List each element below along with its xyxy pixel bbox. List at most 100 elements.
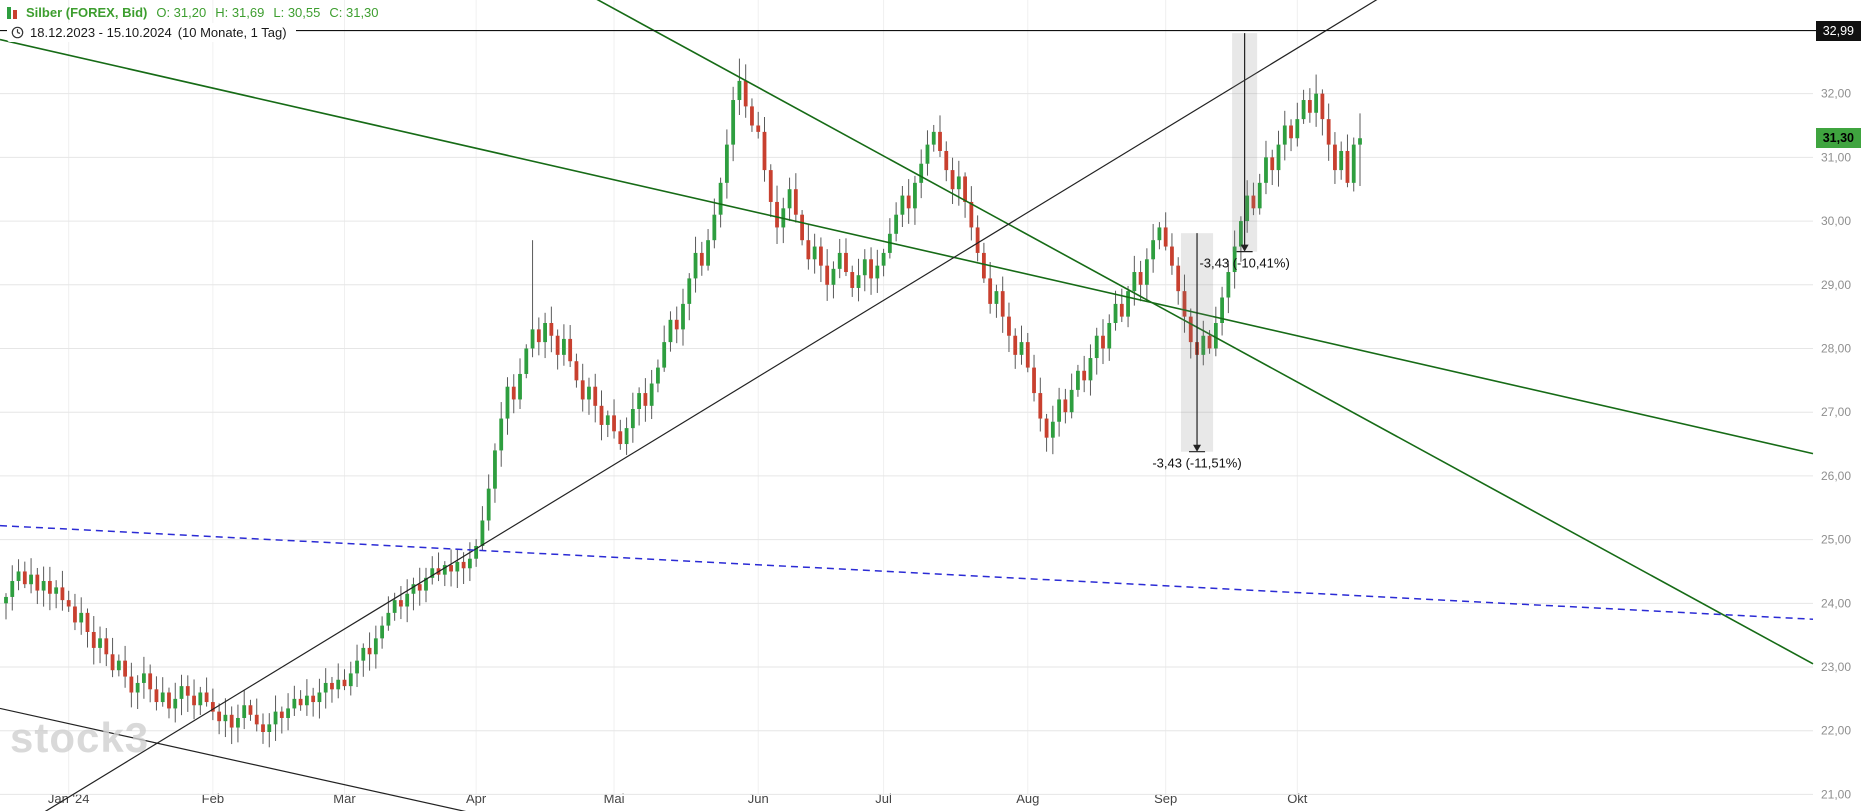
candle-body [762, 131, 767, 171]
x-axis-label: Mär [333, 791, 356, 806]
candle-body [179, 686, 184, 699]
candle-body [950, 170, 955, 190]
candle-body [850, 272, 855, 288]
candle-body [204, 692, 209, 703]
candle-body [1182, 291, 1187, 317]
candle-body [1289, 125, 1293, 139]
candle-body [1213, 322, 1218, 349]
candle-body [624, 428, 629, 445]
candle-body [267, 724, 272, 733]
candle-body [975, 227, 980, 253]
candle-body [10, 581, 15, 597]
candle-body [724, 144, 729, 183]
candle-body [768, 170, 773, 202]
green-downtrend-upper[interactable] [0, 38, 1814, 455]
candle-body [1126, 291, 1130, 317]
candle-body [894, 214, 899, 234]
candle-body [587, 386, 591, 400]
candle-body [373, 638, 378, 655]
candle-body [1276, 144, 1281, 171]
candle-body [605, 415, 610, 425]
candle-body [1151, 240, 1156, 260]
blue-dashed-support-line[interactable] [0, 524, 1814, 620]
candle-body [1251, 195, 1256, 209]
candle-body [549, 322, 554, 336]
candle-body [612, 415, 616, 432]
green-downtrend-lower[interactable] [0, 0, 1814, 665]
y-axis-label: 32,00 [1821, 87, 1851, 101]
candle-body [229, 714, 234, 728]
candle-body [1025, 342, 1030, 368]
candle-body [862, 259, 867, 276]
candle-body [442, 565, 447, 575]
candle-body [1044, 418, 1049, 438]
candle-body [524, 348, 529, 374]
candle-body [574, 361, 579, 381]
x-axis-label: Okt [1287, 791, 1308, 806]
candle-body [1333, 144, 1337, 171]
candle-body [938, 131, 942, 151]
candle-body [16, 571, 21, 582]
candle-body [687, 278, 692, 304]
candle-body [844, 252, 848, 273]
candle-body [812, 246, 817, 260]
candle-body [555, 335, 560, 355]
candle-body [1057, 399, 1062, 422]
candle-body [737, 80, 742, 101]
candle-body [731, 100, 736, 145]
candle-body [311, 695, 316, 703]
candle-body [142, 673, 146, 683]
x-axis-label: Feb [202, 791, 224, 806]
black-descending-trendline[interactable] [0, 707, 1813, 811]
candle-body [330, 682, 334, 690]
candle-body [837, 252, 842, 269]
candle-body [693, 252, 698, 279]
candle-body [662, 342, 667, 368]
candle-body [292, 698, 297, 709]
candle-body [806, 240, 811, 260]
candle-body [1088, 358, 1093, 381]
candle-body [223, 714, 228, 722]
candle-body [148, 673, 153, 690]
candle-body [386, 612, 391, 626]
candle-body [1113, 303, 1118, 323]
candle-body [185, 686, 190, 696]
candle-body [831, 268, 836, 285]
candle-body [1220, 297, 1224, 323]
y-axis-label: 21,00 [1821, 787, 1851, 801]
candle-body [273, 711, 278, 725]
candle-body [511, 386, 516, 400]
candle-body [681, 303, 685, 330]
y-axis-label: 26,00 [1821, 469, 1851, 483]
candle-body [380, 625, 385, 639]
candle-body [1320, 93, 1325, 120]
candle-body [925, 144, 930, 164]
candle-body [1144, 259, 1149, 285]
candle-body [718, 182, 723, 215]
candle-body [355, 660, 359, 674]
candle-body [22, 571, 27, 585]
resistance-price-badge: 32,99 [1815, 20, 1861, 41]
candle-body [1107, 322, 1112, 349]
candle-body [593, 386, 598, 406]
candle-body [286, 708, 290, 718]
black-ascending-trendline[interactable] [0, 0, 1813, 811]
candle-body [467, 558, 472, 569]
candle-body [242, 705, 247, 718]
candle-body [706, 240, 710, 266]
candle-body [399, 600, 403, 607]
candle-body [367, 647, 372, 655]
candle-body [1188, 316, 1193, 343]
low-value: L: 30,55 [273, 5, 321, 20]
candle-body [248, 705, 253, 715]
candle-body [787, 189, 792, 209]
candle-body [674, 319, 679, 330]
x-axis-label: Apr [466, 791, 487, 806]
date-range-bar: 18.12.2023 - 15.10.2024 (10 Monate, 1 Ta… [7, 23, 296, 42]
candle-body [543, 322, 547, 343]
candle-body [1101, 335, 1105, 349]
candle-body [154, 689, 159, 703]
candle-body [66, 600, 71, 607]
candle-body [1013, 335, 1018, 355]
